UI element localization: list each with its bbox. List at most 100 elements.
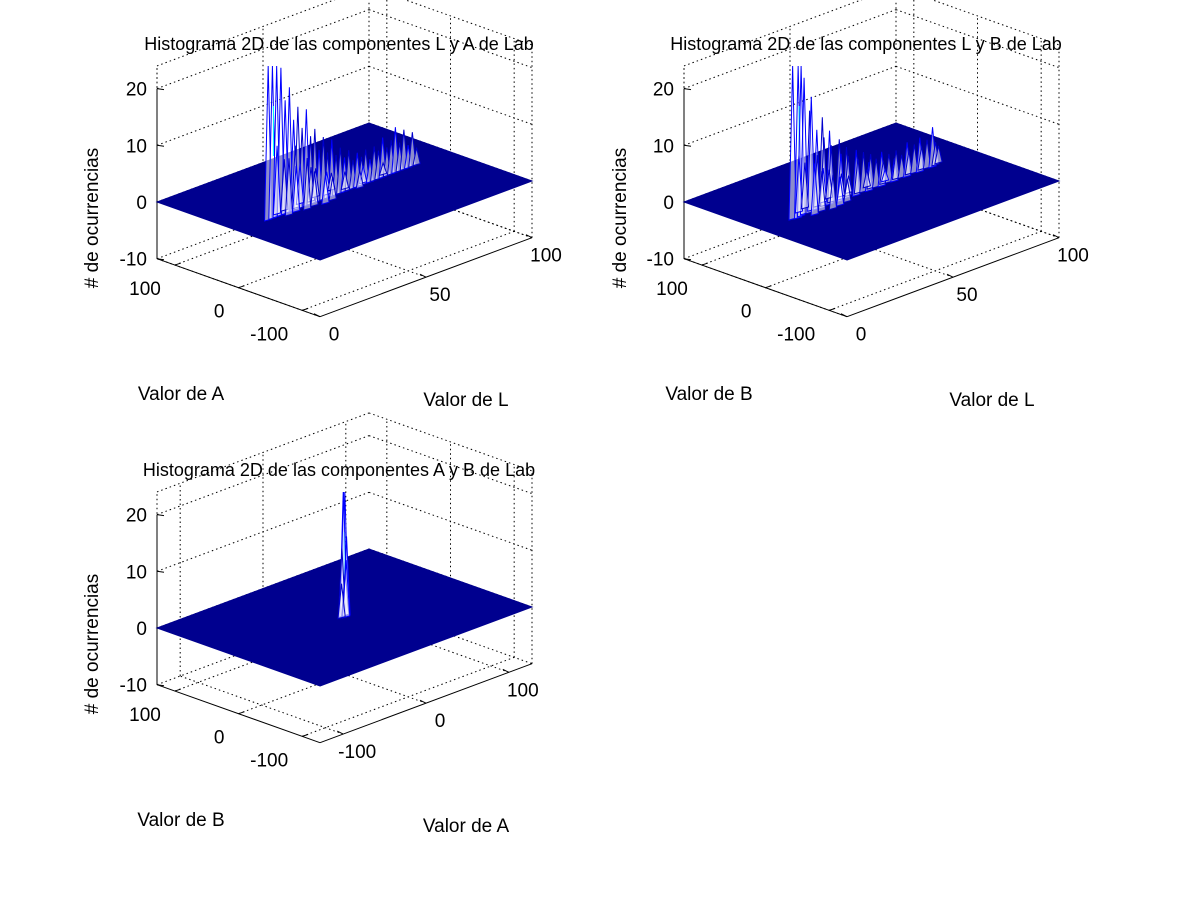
z-tick-label: 10 [126,136,147,157]
surface-peak [340,171,350,191]
grid-line [683,9,897,90]
x-tick [419,273,427,278]
y-tick [238,711,245,715]
z-tick [156,144,165,147]
z-tick-label: 0 [136,193,147,214]
surface-peak [342,560,351,619]
y-tick [302,307,309,311]
grid-line [828,230,1042,311]
surface-peak [794,155,804,214]
y-tick [238,285,245,289]
z-tick-label: 20 [126,80,147,101]
z-axis-label: # de ocurrencias [610,148,631,288]
chart-title: Histograma 2D de las componentes L y A d… [144,34,534,54]
x-tick [525,234,533,239]
surface-peak [835,176,845,207]
y-tick-label: 0 [741,302,752,323]
surface-peak [272,145,282,216]
surface-peaks [264,65,421,222]
surface-peak [412,147,421,167]
surface-peak [910,144,919,175]
x-tick-label: 0 [329,325,340,346]
y-tick-label: 0 [214,728,225,749]
surface-peak [917,146,926,171]
z-tick-label: 20 [126,506,147,527]
x-tick-label: 50 [429,285,450,306]
z-tick-label: 0 [136,619,147,640]
chart-title: Histograma 2D de las componentes A y B d… [143,460,535,480]
x-axis-label: Valor de L [949,390,1034,411]
z-tick [683,258,692,261]
subplot-a-b: Histograma 2D de las componentes A y B d… [82,412,539,837]
x-tick-label: 0 [435,711,446,732]
y-tick [829,307,836,311]
y-tick-label: 0 [214,302,225,323]
surface-peak [800,162,810,210]
y-tick-label: -100 [777,324,815,345]
y-tick-label: 100 [129,279,161,300]
x-tick [336,730,344,735]
grid-line [931,0,1060,46]
grid-line [301,230,515,311]
surface-peak [922,139,932,170]
surface-peak [853,158,863,195]
y-tick [302,733,309,737]
z-axis-label: # de ocurrencias [82,148,103,288]
x-tick-label: 0 [856,325,867,346]
x-tick-label: 100 [1057,246,1089,267]
z-tick-label: 10 [126,562,147,583]
surface-peak [328,176,337,202]
y-tick-label: 100 [656,279,688,300]
z-tick [156,258,165,261]
surface-peak [292,165,301,214]
x-tick-label: 100 [530,246,562,267]
surface-floor [682,122,1061,261]
surface-peak [897,154,906,180]
x-axis-label: Valor de L [423,390,508,411]
z-tick [683,144,692,147]
z-tick-label: -10 [647,250,674,271]
surface-peak [284,158,294,217]
grid-line [895,9,1060,69]
surface-peak [378,161,388,177]
z-tick-label: 10 [653,136,674,157]
chart-title: Histograma 2D de las componentes L y B d… [670,34,1062,54]
surface-peak [788,65,797,221]
x-tick [1052,234,1060,239]
surface-peak [828,174,838,211]
grid-line [156,0,336,67]
x-tick [840,313,848,318]
surface-peak [355,170,364,190]
surface-peaks [337,491,351,620]
y-tick-label: 100 [129,705,161,726]
x-tick [419,699,427,704]
x-tick-label: -100 [338,742,376,763]
grid-line [180,675,344,735]
grid-line [683,0,863,67]
y-tick [174,262,181,266]
surface-peak [810,163,819,217]
x-tick [502,668,510,673]
x-tick [946,273,954,278]
surface-peak [310,171,319,208]
surface-peaks [788,65,943,221]
y-axis-label: Valor de A [138,384,225,405]
surface-peak [843,178,852,204]
surface-peak [880,167,890,183]
z-tick [156,570,165,573]
grid-line [368,9,533,69]
z-tick [683,88,692,91]
y-tick [765,285,772,289]
z-tick-label: 20 [653,80,674,101]
grid-line [368,412,533,472]
surface-peak [891,150,901,181]
z-tick [156,684,165,687]
y-axis-label: Valor de B [665,384,752,405]
y-tick [174,688,181,692]
surface-peak [817,171,827,213]
surface-peak [337,583,346,620]
surface-peak [321,174,330,205]
